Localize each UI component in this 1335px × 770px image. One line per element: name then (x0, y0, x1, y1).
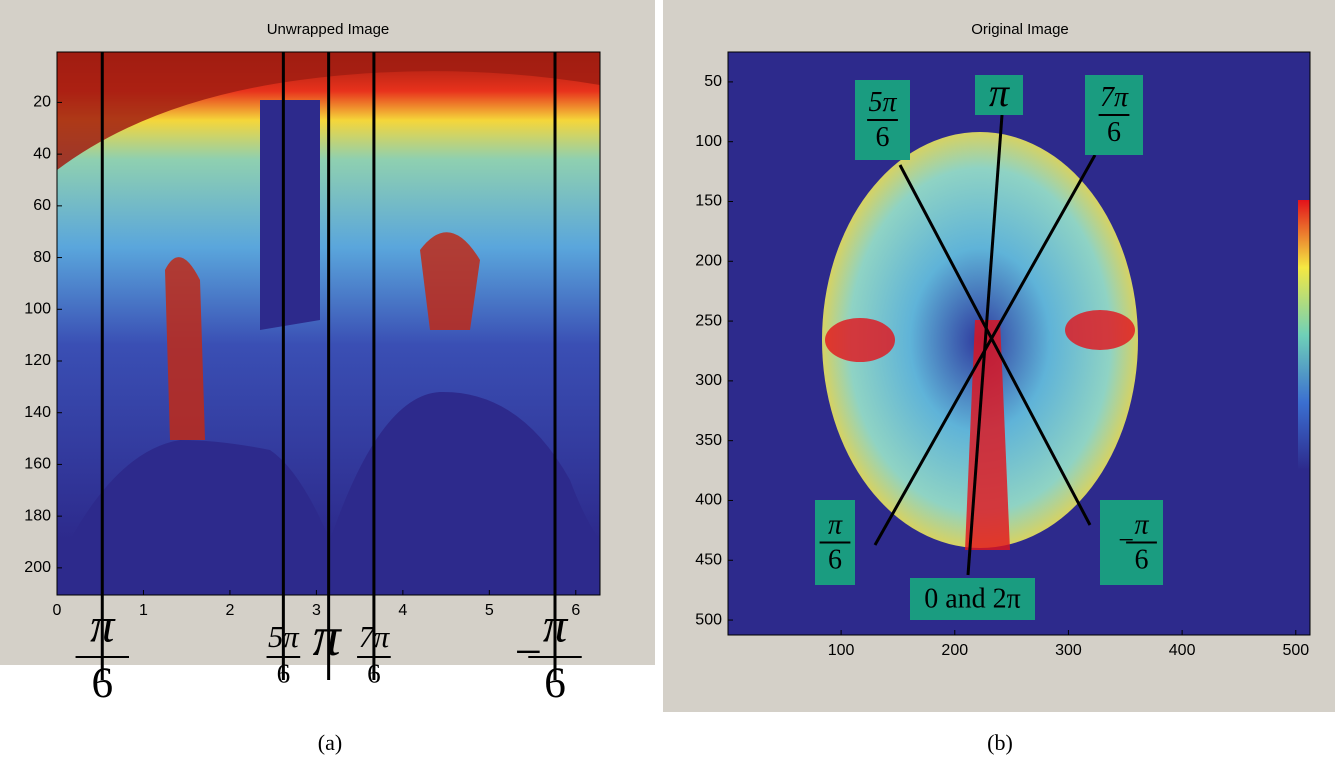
denominator: 6 (828, 545, 842, 576)
y-tick-label: 200 (695, 253, 722, 270)
blob (1065, 310, 1135, 350)
blob (165, 257, 205, 440)
x-tick-label: 400 (1169, 642, 1196, 659)
y-tick-label: 180 (24, 507, 51, 524)
x-tick-label: 1 (139, 602, 148, 619)
y-tick-label: 400 (695, 492, 722, 509)
y-tick-label: 50 (704, 73, 722, 90)
blob (825, 318, 895, 362)
denominator: 6 (876, 122, 890, 153)
y-tick-label: 300 (695, 372, 722, 389)
x-tick-label: 2 (225, 602, 234, 619)
x-tick-label: 6 (571, 602, 580, 619)
x-tick-label: 4 (398, 602, 407, 619)
y-tick-label: 100 (695, 133, 722, 150)
sign: − (1118, 525, 1134, 556)
label-text: π (989, 70, 1010, 115)
x-tick-label: 300 (1055, 642, 1082, 659)
y-tick-label: 40 (33, 145, 51, 162)
denominator: 6 (367, 658, 381, 688)
denominator: 6 (91, 660, 113, 707)
numerator: 7π (359, 620, 391, 654)
y-tick-label: 250 (695, 312, 722, 329)
denominator: 6 (1135, 545, 1149, 576)
y-tick-label: 160 (24, 456, 51, 473)
y-tick-label: 450 (695, 551, 722, 568)
panel-title: Original Image (971, 21, 1069, 38)
numerator: 7π (1100, 82, 1129, 113)
numerator: 5π (268, 620, 300, 654)
y-tick-label: 80 (33, 249, 51, 266)
y-tick-label: 140 (24, 404, 51, 421)
label-text: 0 and 2π (924, 583, 1021, 614)
x-tick-label: 0 (53, 602, 62, 619)
x-tick-label: 5 (485, 602, 494, 619)
y-tick-label: 60 (33, 197, 51, 214)
image-a-dark (260, 100, 320, 330)
denominator: 6 (544, 660, 566, 707)
numerator: π (1134, 510, 1149, 541)
numerator: π (543, 598, 569, 652)
caption: (a) (318, 730, 342, 755)
caption: (b) (987, 730, 1013, 755)
x-tick-label: 200 (941, 642, 968, 659)
sign: − (515, 625, 542, 679)
x-tick-label: 100 (828, 642, 855, 659)
colorbar (1298, 200, 1310, 470)
panel-title: Unwrapped Image (267, 21, 390, 38)
y-tick-label: 150 (695, 193, 722, 210)
denominator: 6 (1107, 117, 1121, 148)
numerator: 5π (868, 87, 897, 118)
figure: Unwrapped Image(a)0123456204060801001201… (0, 0, 1335, 770)
y-tick-label: 200 (24, 559, 51, 576)
y-tick-label: 20 (33, 94, 51, 111)
marker-label: π (313, 606, 343, 668)
denominator: 6 (277, 658, 291, 688)
y-tick-label: 350 (695, 432, 722, 449)
numerator: π (828, 510, 843, 541)
x-tick-label: 500 (1282, 642, 1309, 659)
y-tick-label: 120 (24, 352, 51, 369)
y-tick-label: 100 (24, 300, 51, 317)
y-tick-label: 500 (695, 611, 722, 628)
numerator: π (90, 598, 116, 652)
